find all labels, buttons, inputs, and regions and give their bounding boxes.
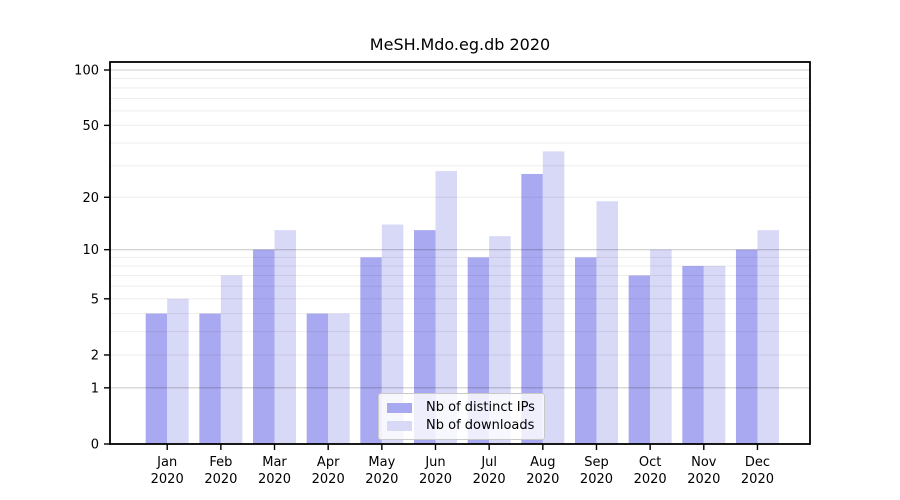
bar-nb-of-downloads-dec [757, 230, 779, 444]
bar-nb-of-distinct-ips-mar [253, 249, 275, 444]
bar-nb-of-downloads-sep [596, 201, 618, 444]
y-tick-label-2: 2 [91, 348, 99, 363]
bar-nb-of-distinct-ips-aug [521, 173, 543, 444]
legend-swatch-downloads [387, 420, 412, 431]
bar-nb-of-downloads-apr [328, 313, 350, 444]
bar-nb-of-downloads-jan [167, 298, 189, 444]
bar-nb-of-distinct-ips-may [360, 257, 382, 444]
x-tick-label-year-jul: 2020 [473, 472, 506, 487]
x-tick-label-month-feb: Feb [209, 455, 232, 470]
legend-item-distinct-ips: Nb of distinct IPs [387, 400, 536, 415]
bar-nb-of-distinct-ips-jan [145, 313, 168, 444]
axes-box [109, 61, 811, 445]
legend-label-distinct-ips: Nb of distinct IPs [426, 400, 535, 415]
x-tick-label-month-mar: Mar [262, 455, 287, 470]
bar-nb-of-downloads-mar [274, 230, 297, 444]
legend: Nb of distinct IPs Nb of downloads [378, 393, 545, 440]
bar-nb-of-distinct-ips-oct [628, 275, 651, 444]
x-tick-label-year-may: 2020 [365, 472, 398, 487]
bar-nb-of-downloads-oct [650, 249, 672, 444]
x-tick-label-month-apr: Apr [317, 455, 340, 470]
bar-nb-of-downloads-aug [542, 151, 565, 444]
x-tick-label-year-jun: 2020 [419, 472, 452, 487]
bar-nb-of-downloads-jul [489, 236, 511, 444]
x-tick-label-month-dec: Dec [745, 455, 770, 470]
x-tick-label-year-mar: 2020 [258, 472, 291, 487]
x-tick-label-month-oct: Oct [639, 455, 661, 470]
x-tick-label-year-jan: 2020 [151, 472, 184, 487]
chart-title: MeSH.Mdo.eg.db 2020 [369, 35, 551, 54]
y-tick-label-50: 50 [82, 119, 99, 134]
y-tick-label-100: 100 [74, 64, 99, 79]
x-tick-label-month-jan: Jan [156, 455, 177, 470]
y-tick-label-5: 5 [91, 292, 99, 307]
bar-nb-of-downloads-feb [220, 275, 243, 444]
bar-nb-of-distinct-ips-feb [199, 313, 221, 444]
bar-nb-of-distinct-ips-nov [682, 265, 704, 444]
x-tick-label-month-aug: Aug [530, 455, 555, 470]
legend-item-downloads: Nb of downloads [387, 418, 536, 433]
x-tick-label-year-feb: 2020 [204, 472, 237, 487]
x-tick-label-month-nov: Nov [691, 455, 717, 470]
bar-nb-of-distinct-ips-dec [735, 249, 758, 444]
bar-nb-of-downloads-jun [435, 171, 457, 444]
x-tick-label-year-apr: 2020 [312, 472, 345, 487]
x-tick-label-year-sep: 2020 [580, 472, 613, 487]
legend-label-downloads: Nb of downloads [426, 418, 535, 433]
bar-nb-of-downloads-may [381, 224, 404, 444]
x-tick-label-year-dec: 2020 [741, 472, 774, 487]
y-tick-label-20: 20 [82, 191, 99, 206]
bar-nb-of-downloads-nov [703, 265, 726, 444]
bar-nb-of-distinct-ips-apr [306, 313, 329, 444]
x-tick-label-month-jul: Jul [480, 455, 497, 470]
x-tick-label-year-nov: 2020 [687, 472, 720, 487]
y-tick-label-1: 1 [91, 381, 99, 396]
y-tick-label-10: 10 [82, 243, 99, 258]
x-tick-label-month-sep: Sep [584, 455, 609, 470]
x-tick-label-month-may: May [368, 455, 395, 470]
bar-nb-of-distinct-ips-sep [574, 257, 597, 444]
legend-swatch-distinct-ips [387, 402, 412, 413]
x-tick-label-month-jun: Jun [424, 455, 445, 470]
x-tick-label-year-aug: 2020 [526, 472, 559, 487]
bar-nb-of-distinct-ips-jun [414, 230, 436, 444]
y-tick-label-0: 0 [91, 438, 99, 453]
x-tick-label-year-oct: 2020 [634, 472, 667, 487]
